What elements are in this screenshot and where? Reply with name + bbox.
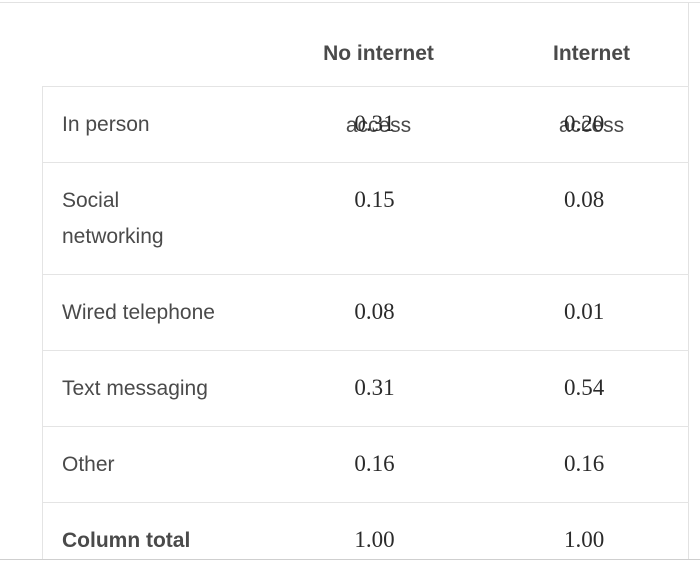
bottom-divider (0, 559, 700, 560)
column-header-no-internet: No internet access (272, 0, 485, 137)
column-header-row: No internet access Internet access (272, 0, 698, 137)
header-line-2: access (558, 114, 625, 137)
cell-no-internet: 0.31 (354, 375, 395, 400)
cell-internet: 0.01 (564, 299, 605, 324)
table-row: Other 0.16 0.16 (43, 427, 689, 503)
table-row: Text messaging 0.31 0.54 (43, 351, 689, 427)
table-row: Social networking 0.15 0.08 (43, 163, 689, 275)
right-divider (688, 2, 689, 560)
total-label: Column total (62, 529, 191, 552)
data-table: In person 0.31 0.20 Social networking 0.… (42, 86, 689, 560)
table-row: Wired telephone 0.08 0.01 (43, 275, 689, 351)
cell-no-internet: 0.31 (354, 111, 395, 136)
header-line-1: Internet (552, 42, 630, 65)
cell-no-internet: 0.16 (354, 451, 395, 476)
header-line-2: access (345, 114, 412, 137)
cell-internet: 0.20 (564, 111, 605, 136)
cell-no-internet: 0.08 (354, 299, 395, 324)
row-label: Text messaging (62, 377, 208, 400)
row-label: Social networking (62, 189, 164, 248)
column-header-internet: Internet access (485, 0, 698, 137)
top-divider (0, 2, 700, 3)
row-label: Wired telephone (62, 301, 215, 324)
table-row: In person 0.31 0.20 (43, 87, 689, 163)
cell-internet: 0.08 (564, 187, 605, 212)
cell-internet: 0.54 (564, 375, 605, 400)
cell-internet: 0.16 (564, 451, 605, 476)
total-internet: 1.00 (564, 527, 605, 552)
total-no-internet: 1.00 (354, 527, 395, 552)
table-total-row: Column total 1.00 1.00 (43, 503, 689, 560)
cell-no-internet: 0.15 (354, 187, 395, 212)
header-line-1: No internet (323, 42, 434, 65)
row-label: Other (62, 453, 115, 476)
row-label: In person (62, 113, 150, 136)
